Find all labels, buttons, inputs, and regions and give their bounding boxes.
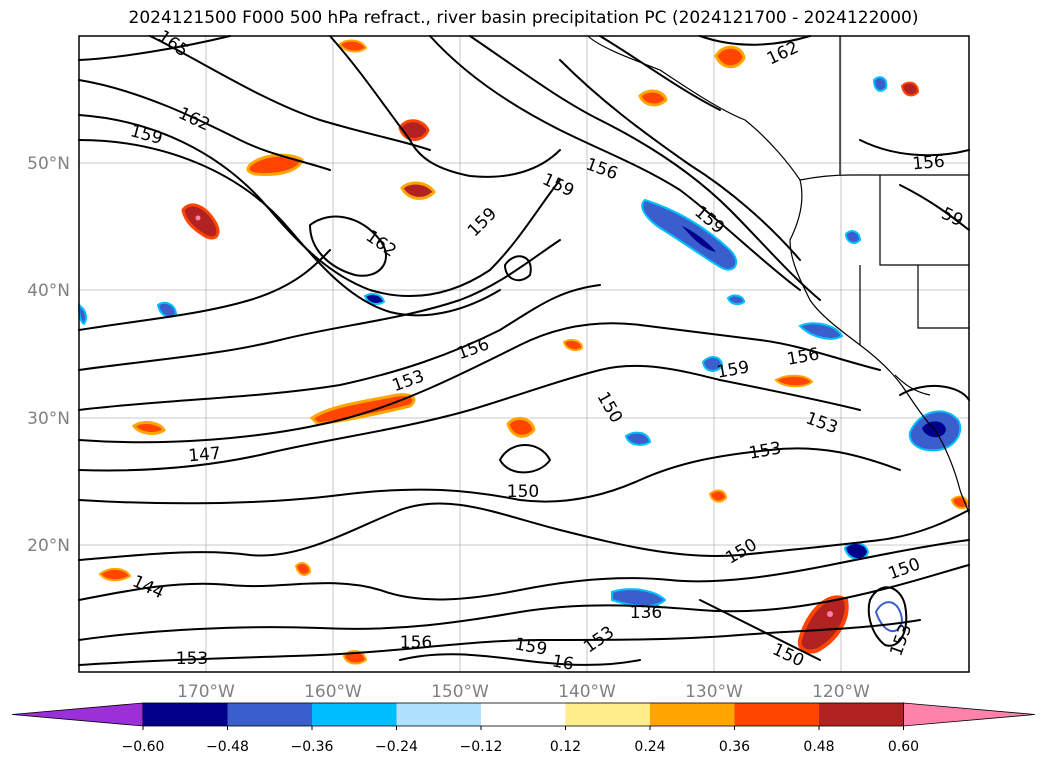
colorbar-swatch — [565, 703, 650, 726]
colorbar-swatch — [481, 703, 566, 726]
colorbar: −0.60 −0.48 −0.36 −0.24 −0.12 0.12 0.24 0.36 0.4… — [11, 702, 1036, 755]
colorbar-tick-label: 0.12 — [550, 739, 581, 755]
colorbar-outline — [142, 702, 904, 727]
map-panel — [79, 36, 969, 672]
lat-tick-label: 20°N — [27, 536, 70, 556]
colorbar-swatch — [227, 703, 312, 726]
colorbar-tick-label: 0.60 — [888, 739, 919, 755]
latitude-labels: 50°N 40°N 30°N 20°N — [27, 154, 70, 556]
refractivity-contours — [78, 35, 970, 666]
contour-label: 153 — [176, 649, 208, 669]
lon-tick-label: 130°W — [685, 682, 743, 702]
colorbar-extend-min — [11, 702, 144, 727]
colorbar-tick-label: −0.36 — [291, 739, 334, 755]
colorbar-swatch — [396, 703, 481, 726]
map-frame — [78, 35, 970, 673]
colorbar-tick-label: −0.60 — [122, 739, 165, 755]
contour-label: 150 — [507, 482, 539, 502]
lat-tick-label: 40°N — [27, 281, 70, 301]
colorbar-swatch — [734, 703, 819, 726]
coastline — [587, 35, 970, 516]
colorbar-tick-label: 0.48 — [803, 739, 834, 755]
lon-tick-label: 160°W — [304, 682, 362, 702]
longitude-labels: 170°W 160°W 150°W 140°W 130°W 120°W — [177, 682, 870, 702]
lat-tick-label: 50°N — [27, 154, 70, 174]
contour-label: 136 — [630, 603, 662, 623]
contour-label: 156 — [912, 152, 946, 175]
colorbar-swatch — [312, 703, 397, 726]
lon-tick-label: 150°W — [431, 682, 489, 702]
colorbar-extend-max — [903, 702, 1036, 727]
colorbar-tick-label: 0.36 — [719, 739, 750, 755]
colorbar-tick-label: 0.24 — [634, 739, 665, 755]
lon-tick-label: 120°W — [812, 682, 870, 702]
contour-label: 16 — [550, 651, 575, 674]
colorbar-swatch — [143, 703, 228, 726]
contour-label: 156 — [400, 633, 432, 653]
colorbar-swatch — [819, 703, 904, 726]
precipitation-shading — [77, 39, 970, 665]
colorbar-tick-label: −0.12 — [460, 739, 503, 755]
colorbar-tick-label: −0.24 — [375, 739, 418, 755]
lon-tick-label: 170°W — [177, 682, 235, 702]
contour-label: 147 — [188, 444, 222, 467]
lon-tick-label: 140°W — [558, 682, 616, 702]
colorbar-swatch — [650, 703, 735, 726]
map-title: 2024121500 F000 500 hPa refract., river … — [128, 8, 919, 28]
lat-tick-label: 30°N — [27, 409, 70, 429]
colorbar-tick-label: −0.48 — [206, 739, 249, 755]
